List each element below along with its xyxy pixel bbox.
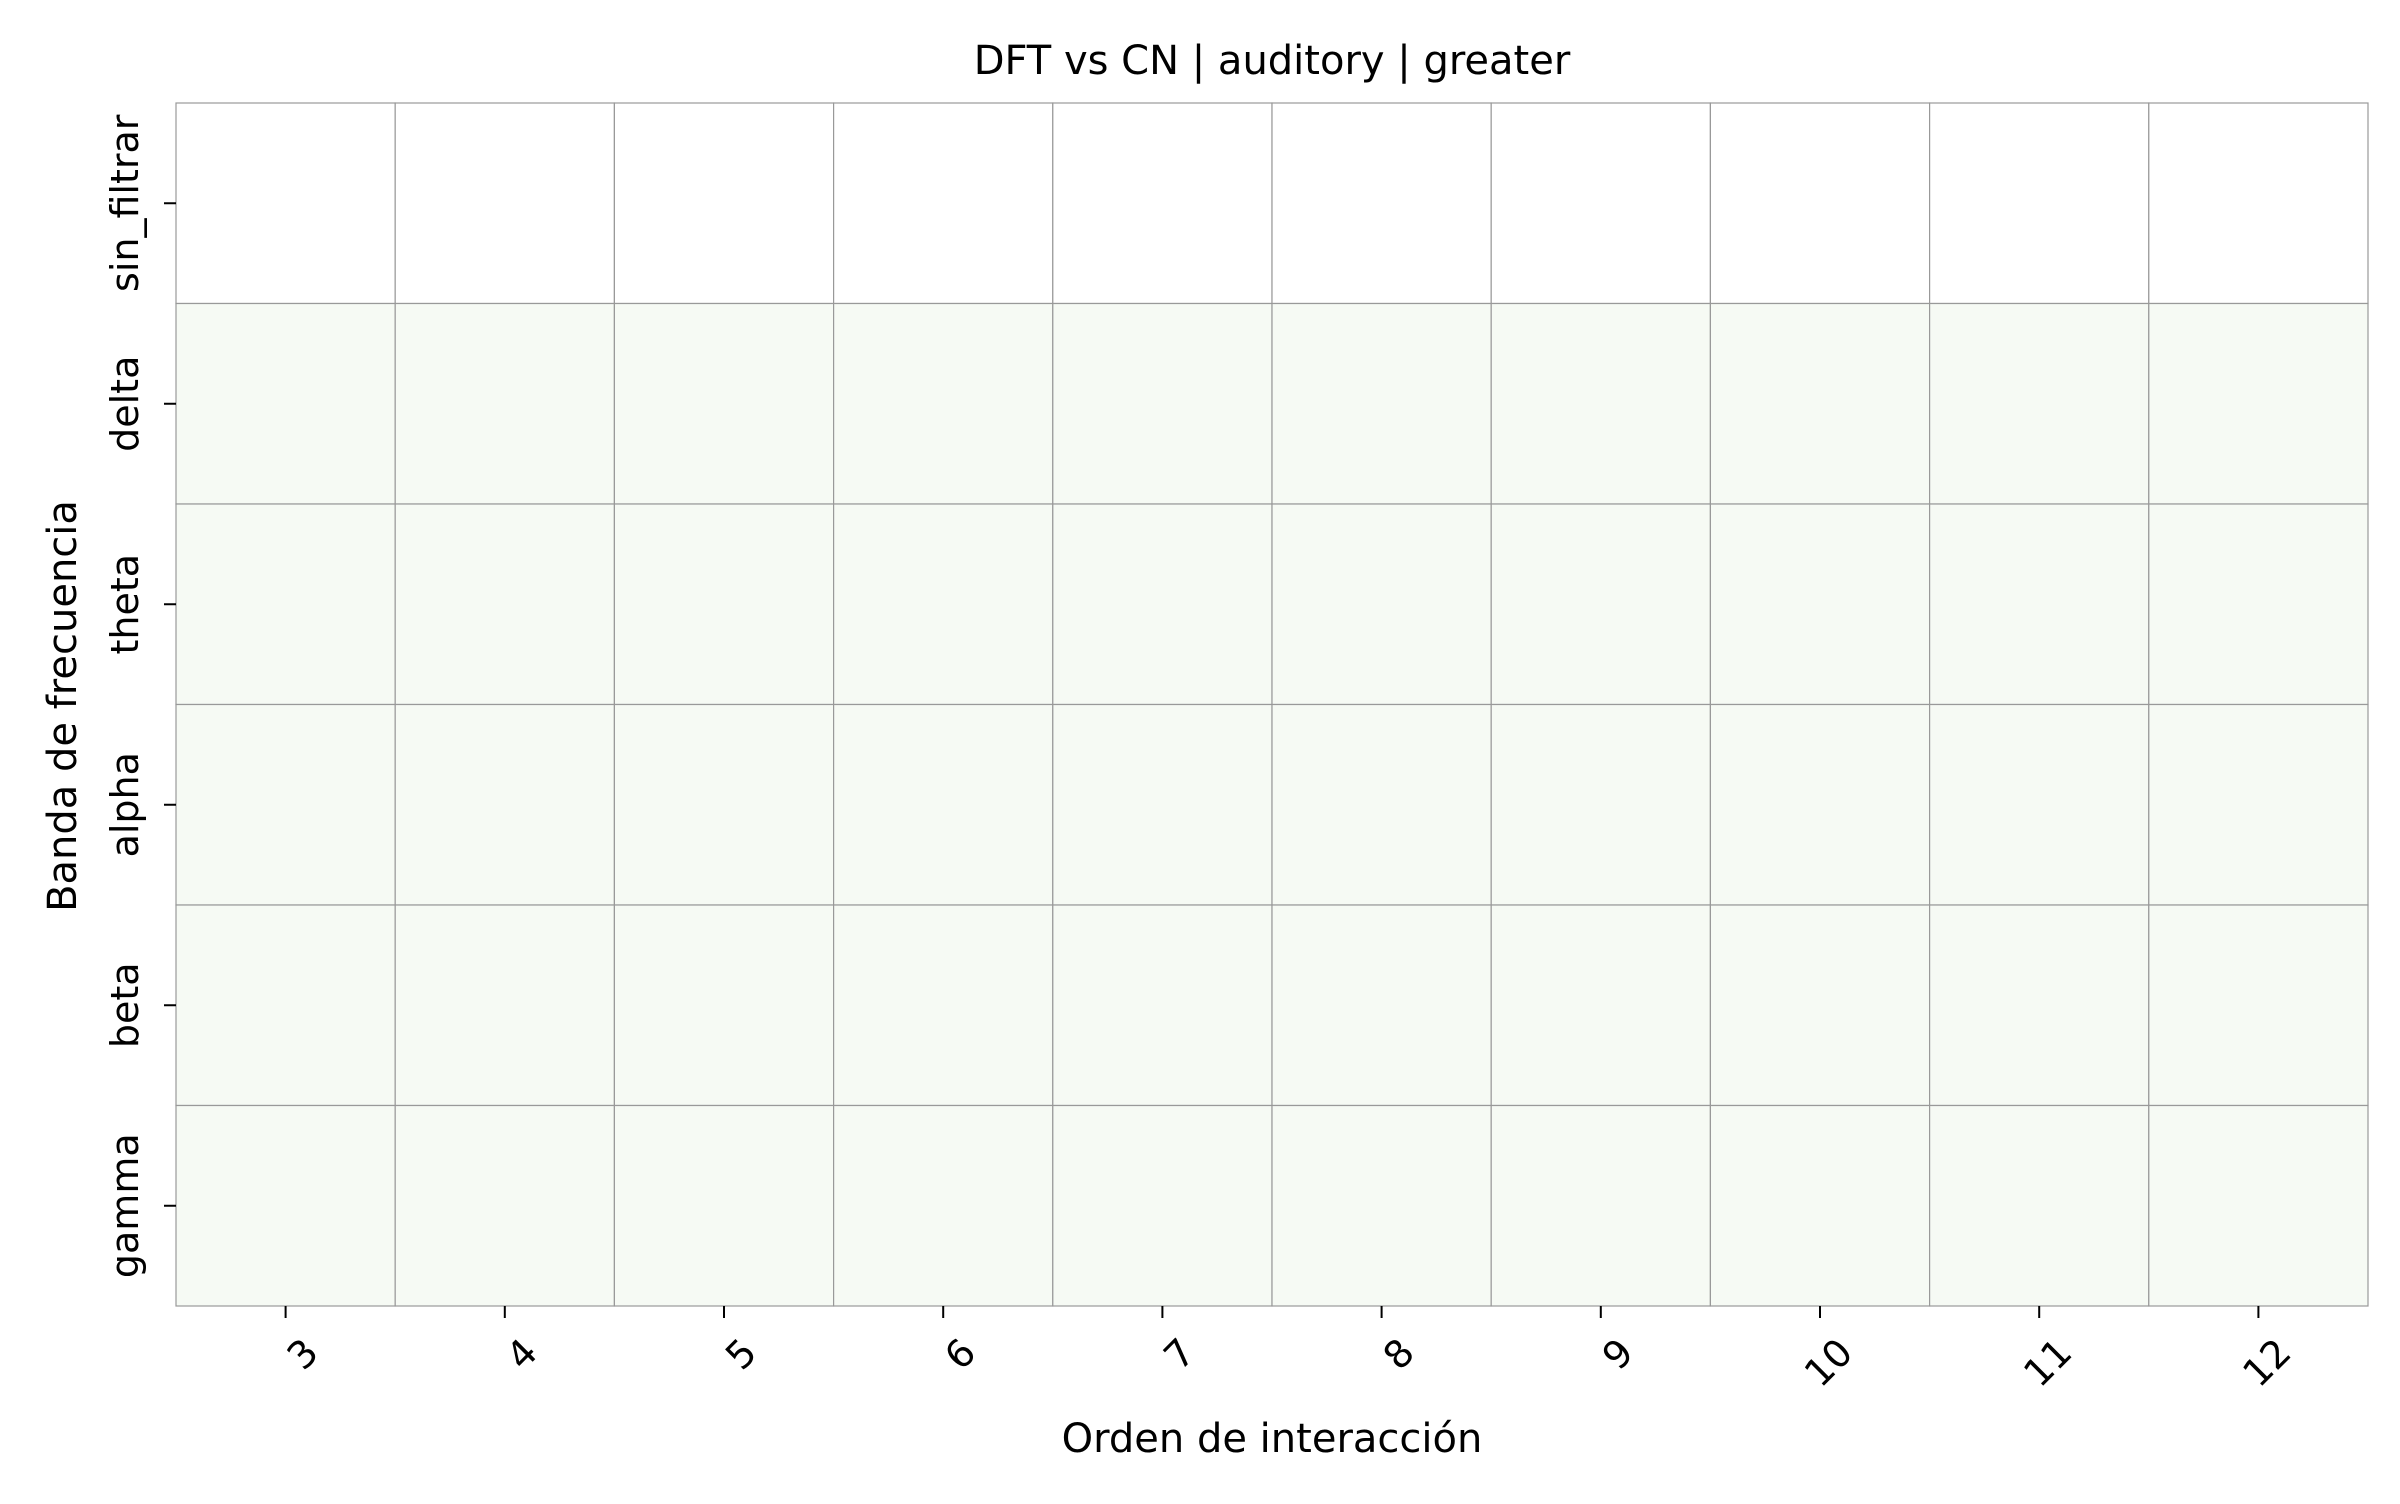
heatmap-cell-delta-4 <box>394 302 616 505</box>
heatmap-cells <box>175 102 2369 1307</box>
heatmap-cell-gamma-11 <box>1928 1104 2150 1307</box>
heatmap-cell-beta-5 <box>613 904 835 1107</box>
y-tick-label: beta <box>103 962 147 1048</box>
x-tick-label: 9 <box>1594 1330 1642 1378</box>
heatmap-cell-alpha-8 <box>1271 703 1492 906</box>
x-tick-label: 8 <box>1375 1330 1423 1378</box>
heatmap-cell-sin_filtrar-8 <box>1271 102 1492 305</box>
heatmap-cell-gamma-10 <box>1709 1104 1931 1307</box>
heatmap-cell-sin_filtrar-3 <box>175 102 396 305</box>
x-tick-label: 3 <box>279 1330 327 1378</box>
heatmap-cell-alpha-7 <box>1052 703 1273 906</box>
x-tick-label: 10 <box>1796 1330 1861 1395</box>
y-tick-label: sin_filtrar <box>103 114 147 292</box>
heatmap-cell-beta-11 <box>1928 904 2150 1107</box>
heatmap-cell-delta-6 <box>832 302 1054 505</box>
heatmap-cell-alpha-4 <box>394 703 616 906</box>
x-axis-ticks: 3 4 5 6 7 8 9 10 11 12 <box>279 1306 2300 1395</box>
heatmap-cell-theta-9 <box>1490 503 1711 706</box>
heatmap-cell-sin_filtrar-4 <box>394 102 616 305</box>
heatmap-cell-sin_filtrar-5 <box>613 102 835 305</box>
heatmap-cell-sin_filtrar-6 <box>832 102 1054 305</box>
heatmap-cell-beta-3 <box>175 904 396 1107</box>
heatmap-cell-beta-6 <box>832 904 1054 1107</box>
heatmap-cell-delta-10 <box>1709 302 1931 505</box>
heatmap-cell-delta-8 <box>1271 302 1492 505</box>
heatmap-cell-delta-9 <box>1490 302 1711 505</box>
heatmap-cell-beta-9 <box>1490 904 1711 1107</box>
heatmap-cell-sin_filtrar-12 <box>2148 102 2369 305</box>
x-tick-label: 11 <box>2015 1330 2080 1395</box>
heatmap-cell-theta-7 <box>1052 503 1273 706</box>
x-tick-label: 12 <box>2234 1330 2299 1395</box>
x-axis-label: Orden de interacción <box>1062 1416 1483 1462</box>
heatmap-cell-alpha-6 <box>832 703 1054 906</box>
heatmap-cell-theta-5 <box>613 503 835 706</box>
heatmap-cell-delta-7 <box>1052 302 1273 505</box>
heatmap-cell-theta-6 <box>832 503 1054 706</box>
heatmap-cell-gamma-12 <box>2148 1104 2369 1307</box>
heatmap-cell-theta-12 <box>2148 503 2369 706</box>
heatmap-cell-sin_filtrar-10 <box>1709 102 1931 305</box>
heatmap-cell-sin_filtrar-11 <box>1928 102 2150 305</box>
y-tick-label: delta <box>103 356 147 452</box>
heatmap-cell-gamma-7 <box>1052 1104 1273 1307</box>
heatmap-cell-alpha-11 <box>1928 703 2150 906</box>
heatmap-cell-beta-7 <box>1052 904 1273 1107</box>
heatmap-cell-delta-11 <box>1928 302 2150 505</box>
y-tick-label: gamma <box>103 1133 147 1278</box>
x-tick-label: 6 <box>936 1330 984 1378</box>
heatmap-cell-sin_filtrar-9 <box>1490 102 1711 305</box>
heatmap-cell-beta-4 <box>394 904 616 1107</box>
heatmap-cell-sin_filtrar-7 <box>1052 102 1273 305</box>
heatmap-cell-gamma-8 <box>1271 1104 1492 1307</box>
heatmap-cell-delta-3 <box>175 302 396 505</box>
heatmap-cell-gamma-6 <box>832 1104 1054 1307</box>
x-tick-label: 5 <box>717 1330 765 1378</box>
x-tick-label: 7 <box>1155 1330 1203 1378</box>
heatmap-cell-beta-8 <box>1271 904 1492 1107</box>
heatmap-cell-alpha-5 <box>613 703 835 906</box>
heatmap-cell-alpha-10 <box>1709 703 1931 906</box>
heatmap-cell-alpha-9 <box>1490 703 1711 906</box>
heatmap-cell-beta-12 <box>2148 904 2369 1107</box>
heatmap-cell-gamma-3 <box>175 1104 396 1307</box>
heatmap-cell-theta-11 <box>1928 503 2150 706</box>
heatmap-cell-alpha-3 <box>175 703 396 906</box>
heatmap-cell-delta-12 <box>2148 302 2369 505</box>
heatmap-cell-gamma-9 <box>1490 1104 1711 1307</box>
heatmap-cell-delta-5 <box>613 302 835 505</box>
x-tick-label: 4 <box>498 1330 546 1378</box>
heatmap-cell-beta-10 <box>1709 904 1931 1107</box>
heatmap-cell-theta-8 <box>1271 503 1492 706</box>
heatmap-cell-gamma-4 <box>394 1104 616 1307</box>
heatmap-cell-alpha-12 <box>2148 703 2369 906</box>
chart-title: DFT vs CN | auditory | greater <box>974 38 1571 84</box>
heatmap-cell-theta-10 <box>1709 503 1931 706</box>
heatmap-cell-theta-4 <box>394 503 616 706</box>
y-axis-label: Banda de frecuencia <box>40 500 86 912</box>
heatmap-cell-theta-3 <box>175 503 396 706</box>
heatmap-cell-gamma-5 <box>613 1104 835 1307</box>
y-tick-label: alpha <box>103 752 147 857</box>
y-tick-label: theta <box>103 554 147 655</box>
